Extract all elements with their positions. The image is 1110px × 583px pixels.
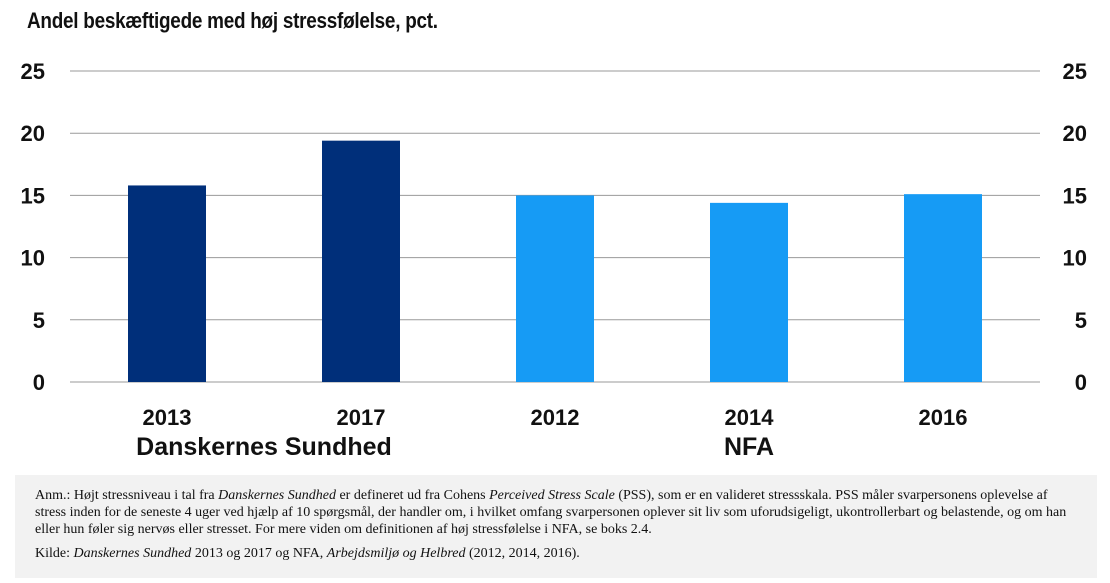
source-mid: 2013 og 2017 og NFA, [191, 546, 327, 561]
y-tick-right-25: 25 [1063, 59, 1087, 84]
x-label-2017: 2017 [337, 405, 386, 430]
group-label-1: NFA [724, 433, 774, 461]
x-label-2012: 2012 [531, 405, 580, 430]
y-tick-left-10: 10 [21, 246, 45, 271]
y-tick-left-0: 0 [33, 370, 45, 395]
y-tick-left-5: 5 [33, 308, 45, 333]
group-label-0: Danskernes Sundhed [136, 433, 392, 461]
note-scale-name: Perceived Stress Scale [489, 488, 615, 503]
x-label-2013: 2013 [143, 405, 192, 430]
note-text: Anm.: Højt stressniveau i tal fra Danske… [35, 487, 1077, 538]
y-tick-left-25: 25 [21, 59, 45, 84]
source-name-1: Danskernes Sundhed [73, 546, 192, 561]
bar-2016 [904, 194, 982, 382]
bar-2013 [128, 185, 206, 382]
note-mid: er defineret ud fra Cohens [335, 488, 490, 503]
bar-2014 [710, 202, 788, 382]
note-source-name: Danskernes Sundhed [218, 488, 336, 503]
y-tick-right-5: 5 [1075, 308, 1087, 333]
source-name-2: Arbejdsmiljø og Helbred [326, 546, 466, 561]
bar-2017 [322, 140, 400, 382]
chart-title: Andel beskæftigede med høj stressfølelse… [27, 8, 438, 33]
y-axis-right: 0 5 10 15 20 25 [1063, 59, 1087, 395]
y-tick-right-10: 10 [1063, 246, 1087, 271]
source-prefix: Kilde: [35, 546, 74, 561]
x-axis-labels: 2013 2017 2012 2014 2016 [143, 405, 968, 430]
y-tick-right-20: 20 [1063, 121, 1087, 146]
y-tick-right-0: 0 [1075, 370, 1087, 395]
x-label-2014: 2014 [725, 405, 775, 430]
source-text: Kilde: Danskernes Sundhed 2013 og 2017 o… [35, 545, 1077, 562]
y-tick-left-20: 20 [21, 121, 45, 146]
note-prefix: Anm.: Højt stressniveau i tal fra [35, 488, 219, 503]
source-rest: (2012, 2014, 2016). [465, 546, 580, 561]
y-axis-left: 0 5 10 15 20 25 [21, 59, 45, 395]
note-rest: (PSS), som er en valideret stressskala. … [35, 488, 1067, 537]
note-box: Anm.: Højt stressniveau i tal fra Danske… [15, 475, 1097, 578]
group-labels: Danskernes Sundhed NFA [136, 433, 774, 461]
bar-2012 [516, 195, 594, 382]
x-label-2016: 2016 [919, 405, 968, 430]
y-tick-right-15: 15 [1063, 183, 1087, 208]
bars [128, 140, 982, 382]
y-tick-left-15: 15 [21, 183, 45, 208]
